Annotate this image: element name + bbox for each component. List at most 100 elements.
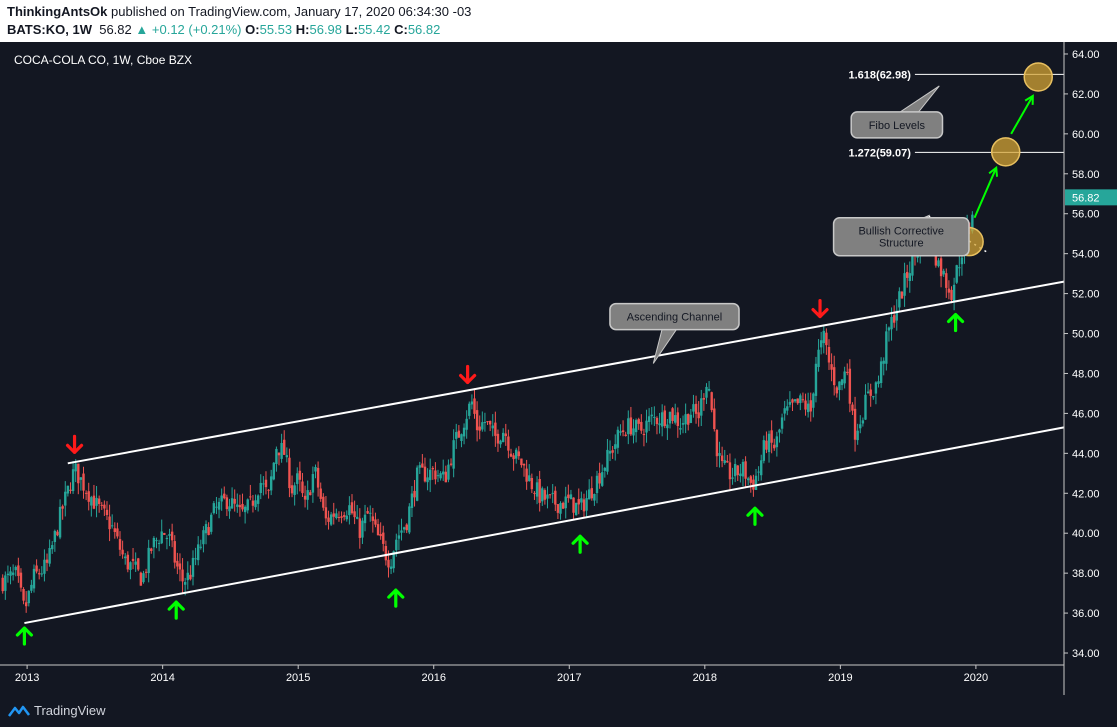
candle-body (415, 467, 419, 501)
candle-body (733, 463, 737, 477)
candle-body (950, 289, 953, 300)
candle-body (624, 434, 627, 436)
candle-body (627, 418, 630, 435)
candle-body (40, 573, 44, 575)
candle-body (564, 496, 567, 509)
candle-body (614, 444, 617, 450)
candle-body (43, 559, 46, 574)
author-name[interactable]: ThinkingAntsOk (7, 4, 108, 19)
candle-body (285, 455, 289, 458)
price-tick-label: 54.00 (1072, 249, 1100, 261)
candle-body (9, 571, 12, 576)
price-axis[interactable]: 34.00 36.00 38.00 40.00 42.00 44.00 46.00 48.00… (1064, 49, 1117, 660)
candle-body (684, 414, 687, 425)
price-tick-label: 52.00 (1072, 289, 1100, 301)
candle-body (629, 417, 633, 435)
candle-body (309, 492, 312, 496)
candle-body (937, 260, 940, 267)
candle-body (290, 485, 294, 494)
candle-body (663, 410, 666, 426)
time-tick-label: 2017 (557, 672, 581, 684)
candle-body (817, 349, 820, 368)
fibo-level-label: 1.618(62.98) (849, 69, 912, 81)
candle-body (225, 497, 229, 510)
candle-body (856, 430, 859, 441)
candle-body (833, 367, 836, 386)
candle-body (879, 361, 883, 384)
candle-body (864, 394, 867, 420)
price-chart[interactable]: COCA-COLA CO, 1W, Cboe BZX 1.618(62.98)1… (0, 42, 1117, 695)
time-axis[interactable]: 2013 2014 2015 2016 2017 2018 2019 2020 (15, 665, 988, 684)
candle-body (632, 428, 635, 436)
candle-body (692, 404, 695, 412)
candle-body (859, 424, 862, 429)
tradingview-brand[interactable]: TradingView (34, 703, 106, 718)
time-tick-label: 2013 (15, 672, 39, 684)
candle-body (773, 444, 776, 449)
candle-body (846, 371, 849, 373)
candle-body (262, 483, 265, 485)
candle-body (697, 412, 700, 419)
price-tick-label: 46.00 (1072, 408, 1100, 420)
candle-body (439, 473, 442, 479)
candle-body (877, 381, 880, 384)
price-tick-label: 62.00 (1072, 89, 1100, 101)
candle-body (650, 414, 653, 417)
price-tick-label: 36.00 (1072, 608, 1100, 620)
change-up-icon: ▲ (135, 22, 149, 37)
candle-body (718, 453, 721, 456)
candle-body (848, 368, 852, 404)
candle-body (64, 491, 67, 506)
candle-body (574, 502, 578, 516)
candle-body (538, 479, 541, 503)
callout-box (609, 302, 740, 331)
candle-body (590, 488, 593, 499)
candle-body (851, 404, 854, 411)
candle-body (731, 477, 734, 479)
low-label: L: (345, 22, 358, 37)
candle-body (509, 453, 513, 457)
price-tick-label: 60.00 (1072, 129, 1100, 141)
candle-body (939, 258, 943, 277)
candle-body (58, 506, 62, 538)
candle-body (178, 563, 182, 570)
candle-body (582, 499, 586, 512)
candle-body (322, 496, 325, 508)
candle-body (694, 403, 698, 414)
candle-body (210, 514, 213, 532)
candle-body (749, 476, 752, 483)
candle-body (460, 434, 463, 442)
candle-body (197, 544, 200, 561)
callout-text-line: Ascending Channel (627, 312, 722, 324)
candle-body (947, 288, 951, 293)
candle-body (230, 498, 234, 509)
candle-body (522, 463, 526, 466)
candle-body (212, 503, 216, 514)
tradingview-logo-icon[interactable] (8, 703, 30, 719)
candle-body (121, 549, 124, 555)
candle-body (116, 528, 119, 537)
candle-body (382, 532, 385, 544)
candle-body (561, 502, 565, 509)
candle-body (882, 360, 885, 364)
candle-body (455, 432, 458, 439)
fibo-target-circle (990, 137, 1021, 167)
candle-body (819, 340, 823, 348)
candle-body (700, 398, 703, 416)
candle-body (38, 573, 41, 575)
candle-body (608, 451, 612, 454)
candle-body (306, 490, 309, 500)
candle-body (1, 577, 4, 592)
candle-body (356, 516, 359, 519)
close-label: C: (394, 22, 408, 37)
candle-body (543, 490, 547, 500)
candle-body (256, 495, 260, 504)
candle-body (129, 562, 132, 570)
overlay-drawings: 1.618(62.98) 1.272(59.07) Ascending Channe… (15, 62, 1065, 646)
candle-body (551, 492, 554, 494)
candle-body (340, 516, 343, 518)
down-arrow-icon (811, 298, 829, 319)
candle-body (335, 513, 338, 518)
price-tick-label: 56.00 (1072, 209, 1100, 221)
candle-body (796, 398, 799, 404)
